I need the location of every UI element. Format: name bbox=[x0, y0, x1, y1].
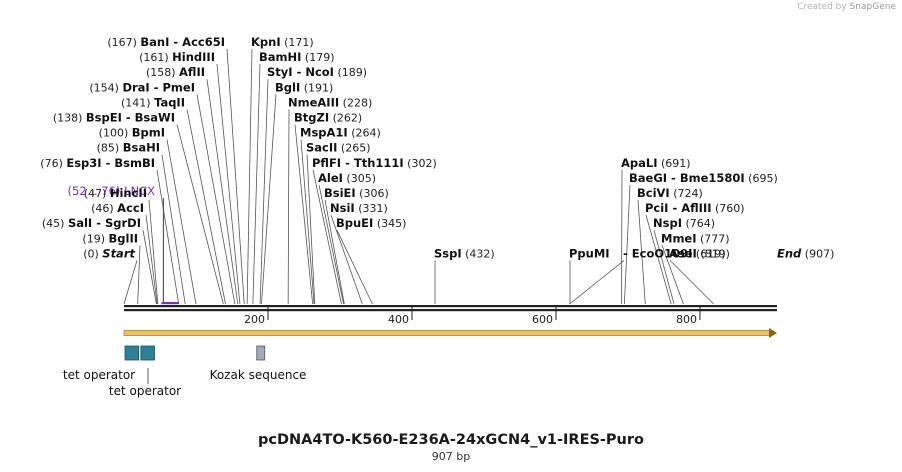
site-label: AleI (305) bbox=[318, 171, 376, 185]
site-leader-line bbox=[166, 139, 197, 305]
site-label: (85) BsaHI bbox=[97, 141, 160, 155]
site-label: BamHI (179) bbox=[259, 50, 335, 64]
site-leader-line bbox=[300, 139, 315, 305]
site-leader-line bbox=[661, 245, 684, 305]
site-label: PciI - AflIII (760) bbox=[645, 201, 745, 215]
lncx-feature-label: (52 .. 76) LNCX bbox=[68, 184, 156, 198]
site-label: (141) TaqII bbox=[121, 95, 185, 109]
site-leader-line bbox=[324, 199, 345, 305]
construct-length: 907 bp bbox=[431, 450, 471, 463]
backbone-top-strand bbox=[124, 305, 777, 308]
site-leader-line bbox=[287, 109, 290, 305]
site-leader-line bbox=[252, 64, 261, 305]
site-label: (45) SalI - SgrDI bbox=[42, 216, 141, 230]
site-leader-line bbox=[226, 48, 245, 305]
created-by-label: Created by bbox=[797, 2, 847, 12]
site-label: SacII (265) bbox=[306, 141, 371, 155]
orientation-arrow-shaft bbox=[123, 330, 772, 336]
site-label: KpnI (171) bbox=[251, 35, 314, 49]
tet-operator-box bbox=[124, 345, 140, 361]
feature-label: tet operator bbox=[63, 368, 135, 382]
site-leader-line bbox=[148, 199, 159, 305]
tick-label: 600 bbox=[532, 313, 553, 326]
site-leader-line bbox=[312, 169, 342, 305]
site-leader-line bbox=[176, 124, 224, 305]
site-leader-line bbox=[259, 79, 269, 305]
kozak-sequence-box bbox=[256, 345, 266, 361]
site-label: (138) BspEI - BsaWI bbox=[53, 111, 175, 125]
tick-label: 400 bbox=[388, 313, 409, 326]
site-leader-line bbox=[621, 169, 623, 305]
site-leader-line bbox=[330, 214, 363, 305]
site-label: (47) HincII bbox=[84, 186, 147, 200]
site-label: (46) AccI bbox=[91, 201, 144, 215]
snapgene-credit: Created by SnapGene bbox=[797, 2, 896, 12]
site-label: ApaLI (691) bbox=[621, 156, 691, 170]
site-leader-line bbox=[669, 260, 714, 305]
site-label: MmeI (777) bbox=[661, 231, 730, 245]
tet-operator-box bbox=[140, 345, 155, 361]
site-leader-line bbox=[156, 169, 180, 305]
site-leader-line bbox=[306, 154, 316, 305]
site-label: (76) Esp3I - BsmBI bbox=[40, 156, 155, 170]
site-leader-line bbox=[294, 124, 314, 305]
lncx-feature-bar bbox=[161, 302, 179, 305]
site-leader-line bbox=[186, 109, 226, 305]
site-label: - EcoO109I (619) bbox=[623, 246, 726, 260]
site-label: MspA1I (264) bbox=[300, 126, 381, 140]
site-leader-line bbox=[216, 64, 241, 305]
site-leader-line bbox=[246, 48, 253, 305]
site-leader-line bbox=[318, 184, 344, 305]
site-label: NmeAIII (228) bbox=[288, 95, 372, 109]
snapgene-logo-text: SnapGene bbox=[849, 2, 896, 12]
site-label: SspI (432) bbox=[434, 246, 495, 260]
site-label: NspI (764) bbox=[653, 216, 715, 230]
backbone-bottom-strand bbox=[124, 309, 777, 312]
site-leader-line bbox=[206, 79, 239, 305]
site-label: BciVI (724) bbox=[637, 186, 703, 200]
feature-label: Kozak sequence bbox=[210, 368, 307, 382]
site-labels: (52 .. 76) LNCX (167) BanI - Acc65I(161) … bbox=[40, 35, 834, 260]
site-label: BaeGI - Bme1580I (695) bbox=[629, 171, 778, 185]
tick-label: 800 bbox=[676, 313, 697, 326]
site-label: (100) BpmI bbox=[99, 126, 165, 140]
site-leader-line bbox=[142, 230, 157, 305]
site-leader-line bbox=[196, 94, 236, 305]
site-label: (158) AflII bbox=[146, 65, 205, 79]
site-leader-line bbox=[123, 260, 138, 305]
site-label: BpuEI (345) bbox=[336, 216, 406, 230]
site-label: (19) BglII bbox=[82, 231, 138, 245]
site-label: BtgZI (262) bbox=[294, 111, 362, 125]
site-label: End (907) bbox=[777, 246, 834, 260]
orientation-arrow-head bbox=[769, 328, 777, 338]
site-leader-lines bbox=[123, 48, 714, 305]
sequence-backbone: 200 400 600 800 bbox=[123, 302, 777, 338]
site-label: BsiEI (306) bbox=[324, 186, 389, 200]
site-leader-line bbox=[623, 184, 631, 305]
site-label: (167) BanI - Acc65I bbox=[107, 35, 225, 49]
site-leader-line bbox=[336, 230, 373, 305]
site-label: NsiI (331) bbox=[330, 201, 388, 215]
site-leader-line bbox=[261, 94, 277, 305]
site-label: PpuMI bbox=[569, 246, 610, 260]
site-label: PflFI - Tth111I (302) bbox=[312, 156, 437, 170]
site-leader-line bbox=[645, 214, 672, 305]
site-label: BglI (191) bbox=[275, 80, 333, 94]
site-leader-line bbox=[161, 154, 186, 305]
site-leader-line bbox=[137, 245, 141, 305]
feature-label: tet operator bbox=[109, 384, 181, 398]
site-label: (0) Start bbox=[83, 246, 135, 260]
construct-title: pcDNA4TO-K560-E236A-24xGCN4_v1-IRES-Puro bbox=[258, 432, 644, 448]
site-label: (161) HindIII bbox=[139, 50, 215, 64]
site-leader-line bbox=[653, 230, 675, 305]
site-leader-line bbox=[569, 260, 625, 305]
site-leader-line bbox=[145, 215, 158, 305]
site-label: StyI - NcoI (189) bbox=[267, 65, 367, 79]
site-label: AseI (819) bbox=[669, 246, 730, 260]
site-label: (154) DraI - PmeI bbox=[89, 80, 195, 94]
tick-label: 200 bbox=[244, 313, 265, 326]
feature-boxes: tet operator tet operator Kozak sequence bbox=[63, 345, 307, 398]
site-leader-line bbox=[637, 199, 646, 305]
